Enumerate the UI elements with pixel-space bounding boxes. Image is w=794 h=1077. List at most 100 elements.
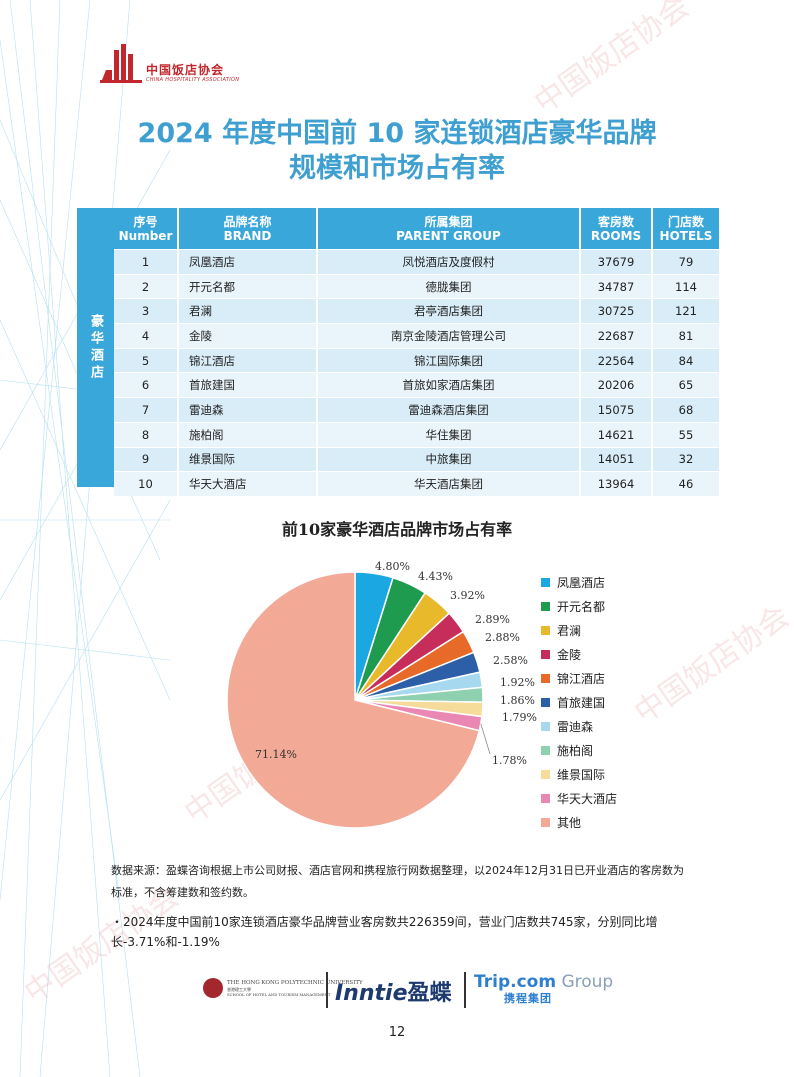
pie-data-label: 3.92%	[450, 589, 485, 602]
table-row: 7 雷迪森 雷迪森酒店集团 15075 68	[114, 397, 719, 423]
pie-data-label: 2.89%	[475, 613, 510, 626]
legend-swatch	[541, 697, 550, 707]
pie-data-label: 1.86%	[500, 694, 535, 707]
summary-note: ・2024年度中国前10家连锁酒店豪华品牌营业客房数共226359间，营业门店数…	[111, 915, 658, 949]
legend-item: 施柏阁	[541, 738, 617, 762]
cell-number: 8	[114, 421, 178, 447]
cell-brand: 雷迪森	[177, 397, 317, 423]
legend-label: 华天大酒店	[557, 791, 618, 806]
watermark: 中国饭店协会	[528, 0, 696, 121]
cell-rooms: 20206	[579, 372, 652, 398]
pie-data-label: 4.80%	[375, 560, 410, 573]
cell-number: 5	[114, 347, 178, 373]
cell-hotels: 55	[651, 421, 719, 447]
legend-item: 首旅建国	[541, 690, 617, 714]
table-row: 8 施柏阁 华住集团 14621 55	[114, 421, 719, 447]
cell-brand: 华天大酒店	[177, 471, 317, 496]
trip-chinese: 携程集团	[504, 992, 552, 1005]
legend-label: 施柏阁	[557, 743, 594, 758]
table-row: 9 维景国际 中旅集团 14051 32	[114, 446, 719, 472]
cell-hotels: 121	[651, 298, 719, 324]
legend-swatch	[541, 649, 550, 659]
legend-swatch	[541, 601, 550, 611]
page-number: 12	[388, 1025, 406, 1040]
trip-group-logo: Trip.com Group 携程集团	[474, 972, 613, 1006]
background-wireframe	[0, 0, 170, 1077]
cell-parent-group: 雷迪森酒店集团	[316, 397, 580, 423]
logo-divider	[464, 972, 466, 1008]
legend-label: 维景国际	[557, 767, 606, 782]
pie-slice	[226, 571, 481, 829]
legend-swatch	[541, 577, 550, 587]
cell-number: 3	[114, 298, 178, 324]
cell-rooms: 37679	[579, 249, 652, 275]
cell-parent-group: 华住集团	[316, 421, 580, 447]
cell-number: 2	[114, 273, 178, 299]
cell-parent-group: 锦江国际集团	[316, 347, 580, 373]
cell-number: 6	[114, 372, 178, 398]
cell-parent-group: 中旅集团	[316, 446, 580, 472]
pie-data-label: 4.43%	[418, 570, 453, 583]
chart-title: 前10家豪华酒店品牌市场占有率	[281, 520, 513, 539]
pie-data-label: 2.58%	[493, 654, 528, 667]
pie-leader-line	[480, 723, 491, 755]
ranking-table: 豪华酒店 序号 Number 品牌名称 BRAND 所属集团 PARENT GROUP…	[77, 208, 719, 496]
watermark: 中国饭店协会	[628, 598, 794, 731]
legend-item: 君澜	[541, 618, 617, 642]
legend-item: 维景国际	[541, 762, 617, 786]
inntie-chinese: 盈蝶	[407, 981, 452, 1006]
ranking-grid: 序号 Number 品牌名称 BRAND 所属集团 PARENT GROUP 客房数 R…	[114, 208, 719, 496]
cell-parent-group: 首旅如家酒店集团	[316, 372, 580, 398]
title-line-1: 2024 年度中国前 10 家连锁酒店豪华品牌	[137, 118, 657, 149]
logo-english-text: CHINA HOSPITALITY ASSOCIATION	[146, 77, 240, 83]
pie-data-label: 2.88%	[485, 631, 520, 644]
cell-hotels: 79	[651, 249, 719, 275]
cell-parent-group: 华天酒店集团	[316, 471, 580, 496]
cell-brand: 凤凰酒店	[177, 249, 317, 275]
cell-rooms: 34787	[579, 273, 652, 299]
cell-rooms: 14621	[579, 421, 652, 447]
cell-hotels: 68	[651, 397, 719, 423]
cell-number: 1	[114, 249, 178, 275]
cell-rooms: 22687	[579, 323, 652, 349]
cell-brand: 金陵	[177, 323, 317, 349]
logo-divider	[326, 972, 328, 1008]
legend-item: 金陵	[541, 642, 617, 666]
cell-brand: 开元名都	[177, 273, 317, 299]
legend-swatch	[541, 673, 550, 683]
polyu-seal-icon	[203, 978, 223, 998]
cell-hotels: 65	[651, 372, 719, 398]
cha-logo: 中国饭店协会 CHINA HOSPITALITY ASSOCIATION	[100, 44, 239, 84]
table-row: 4 金陵 南京金陵酒店管理公司 22687 81	[114, 323, 719, 349]
cell-rooms: 15075	[579, 397, 652, 423]
legend-item: 其他	[541, 810, 617, 834]
table-header-row: 序号 Number 品牌名称 BRAND 所属集团 PARENT GROUP 客房数 R…	[114, 208, 719, 250]
cell-number: 10	[114, 471, 178, 496]
header-brand: 品牌名称 BRAND	[177, 208, 317, 250]
polyu-name: THE HONG KONG POLYTECHNIC UNIVERSITY	[227, 979, 363, 986]
cell-parent-group: 君亭酒店集团	[316, 298, 580, 324]
cell-hotels: 32	[651, 446, 719, 472]
inntie-logo: Inntie盈蝶	[335, 975, 452, 1007]
legend-swatch	[541, 721, 550, 731]
cha-building-icon	[100, 44, 142, 83]
legend-label: 凤凰酒店	[557, 575, 606, 590]
legend-label: 其他	[557, 815, 582, 830]
legend-item: 华天大酒店	[541, 786, 617, 810]
legend-swatch	[541, 769, 550, 779]
pie-data-label: 1.78%	[492, 754, 527, 767]
cell-brand: 君澜	[177, 298, 317, 324]
legend-label: 锦江酒店	[557, 671, 606, 686]
header-rooms: 客房数 ROOMS	[579, 208, 652, 250]
data-source-note: 数据来源：盈蝶咨询根据上市公司财报、酒店官网和携程旅行网数据整理，以2024年1…	[111, 864, 684, 899]
polyu-logo: THE HONG KONG POLYTECHNIC UNIVERSITY 香港理…	[203, 978, 363, 998]
cell-brand: 维景国际	[177, 446, 317, 472]
cell-rooms: 13964	[579, 471, 652, 496]
inntie-english: Inntie	[335, 981, 408, 1006]
legend-swatch	[541, 745, 550, 755]
cell-rooms: 22564	[579, 347, 652, 373]
legend-swatch	[541, 625, 550, 635]
table-row: 6 首旅建国 首旅如家酒店集团 20206 65	[114, 372, 719, 398]
cell-hotels: 81	[651, 323, 719, 349]
cell-hotels: 84	[651, 347, 719, 373]
